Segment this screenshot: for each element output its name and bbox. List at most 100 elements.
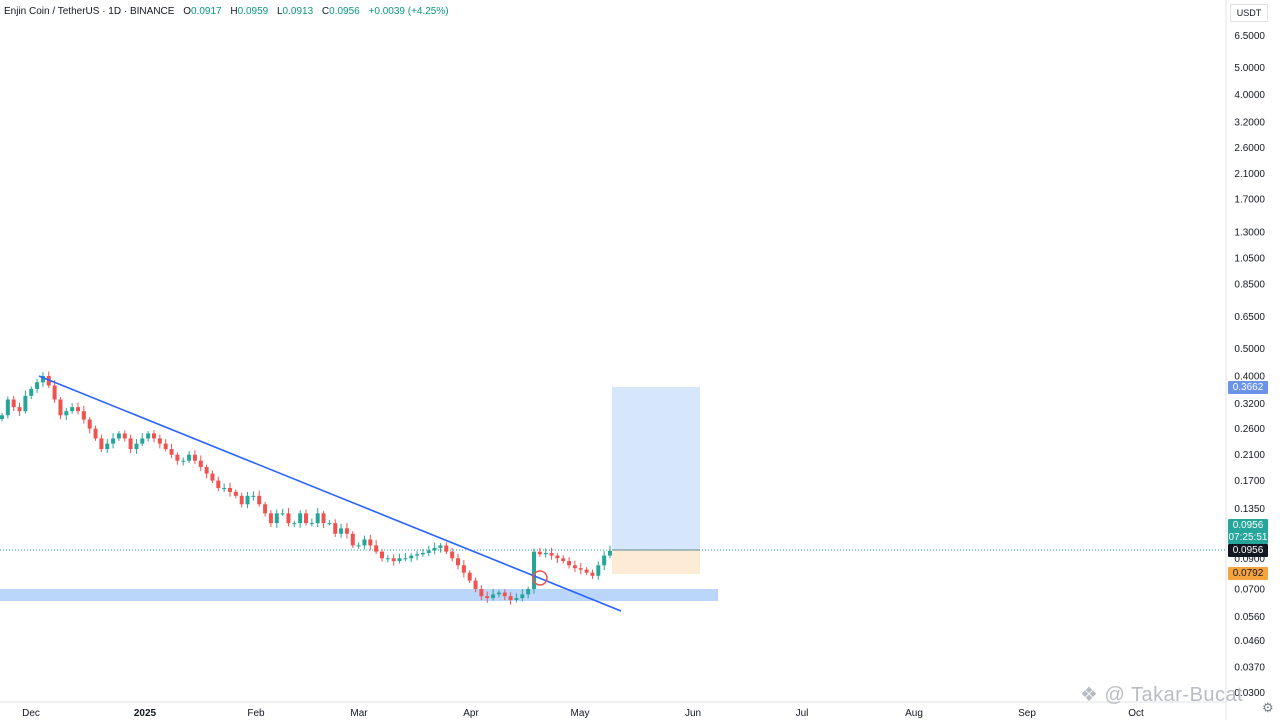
low-label: L: [276, 6, 283, 17]
candle-body: [99, 438, 104, 450]
candle-body: [385, 558, 390, 560]
candle-body: [181, 460, 186, 462]
candle-body: [87, 419, 92, 429]
time-tick-label: Aug: [905, 708, 923, 719]
time-tick-label: Dec: [22, 708, 40, 719]
time-tick-label: Jul: [796, 708, 809, 719]
candle-body: [274, 513, 279, 524]
candle-body: [473, 580, 478, 589]
price-tick-label: 0.4000: [1234, 372, 1265, 383]
candle-body: [58, 399, 63, 416]
support-zone[interactable]: [0, 589, 718, 601]
candle-body: [508, 596, 513, 600]
candle-body: [344, 528, 349, 534]
time-tick-label: Mar: [350, 708, 368, 719]
price-tick-label: 0.0700: [1234, 585, 1265, 596]
candle-body: [93, 428, 98, 439]
price-tick-label: 0.2100: [1234, 450, 1265, 461]
stop-zone[interactable]: [612, 550, 700, 574]
candle-body: [520, 594, 525, 599]
candle-body: [608, 550, 612, 556]
candle-body: [280, 513, 285, 515]
candle-body: [23, 395, 28, 412]
candle-body: [304, 513, 308, 524]
price-tick-label: 0.8500: [1234, 279, 1265, 290]
candle-body: [222, 487, 227, 489]
time-axis[interactable]: Dec 2025 Feb Mar Apr May Jun Jul Aug Sep Oct: [22, 708, 1144, 719]
price-tick-label: 2.1000: [1234, 169, 1265, 180]
candle-body: [210, 473, 215, 481]
candle-body: [397, 558, 402, 562]
candle-body: [496, 592, 501, 595]
candle-body: [415, 554, 420, 556]
candle-body: [64, 411, 69, 416]
symbol-header[interactable]: Enjin Coin / TetherUS · 1D · BINANCE O0.…: [4, 6, 449, 17]
trendline[interactable]: [38, 375, 622, 612]
target-price-tag: 0.3662: [1228, 381, 1268, 394]
candle-body: [321, 513, 326, 524]
last-price-tag: 0.0956: [1228, 519, 1268, 532]
candle-body: [81, 411, 86, 420]
candle-body: [76, 407, 80, 412]
candle-body: [233, 491, 238, 496]
breakout-marker[interactable]: [532, 570, 548, 586]
candle-body: [567, 561, 572, 566]
time-tick-label: 2025: [134, 708, 157, 719]
price-tick-label: 0.6500: [1234, 312, 1265, 323]
candle-body: [309, 523, 314, 525]
high-value: 0.0959: [237, 6, 269, 17]
candle-body: [251, 495, 256, 497]
candle-body: [356, 545, 361, 547]
open-value: 0.0917: [191, 6, 222, 17]
candle-body: [561, 558, 566, 562]
candle-body: [543, 552, 548, 555]
price-tick-label: 0.0460: [1234, 636, 1265, 647]
price-tick-label: 4.0000: [1234, 90, 1265, 101]
high-label: H: [230, 6, 238, 17]
time-tick-label: Jun: [685, 708, 701, 719]
candle-body: [52, 385, 57, 400]
time-tick-label: Oct: [1128, 708, 1144, 719]
stop-price-tag: 0.0792: [1228, 567, 1268, 580]
candle-body: [426, 550, 431, 553]
price-axis[interactable]: 6.5000 5.0000 4.0000 3.2000 2.6000 2.1000 1.70…: [1234, 31, 1265, 699]
candle-body: [461, 565, 466, 573]
candle-body: [578, 568, 583, 570]
candle-body: [327, 523, 332, 525]
time-tick-label: May: [571, 708, 590, 719]
target-zone[interactable]: [612, 387, 700, 550]
candle-body: [40, 376, 45, 383]
candle-body: [140, 438, 145, 444]
candle-body: [152, 433, 156, 439]
candle-body: [70, 407, 75, 412]
price-tick-label: 0.0560: [1234, 612, 1265, 623]
gear-icon[interactable]: ⚙: [1262, 700, 1274, 715]
candle-body: [438, 545, 443, 548]
candle-body: [432, 547, 437, 551]
price-tick-label: 2.6000: [1234, 143, 1265, 154]
price-tick-label: 0.0370: [1234, 662, 1265, 673]
candle-body: [315, 513, 320, 524]
candle-body: [537, 551, 542, 555]
candle-body: [549, 552, 554, 556]
price-tick-label: 5.0000: [1234, 63, 1265, 74]
candle-body: [502, 592, 507, 597]
symbol-title[interactable]: Enjin Coin / TetherUS · 1D · BINANCE: [4, 6, 175, 17]
candle-body: [11, 399, 16, 408]
price-tick-label: 1.3000: [1234, 227, 1265, 238]
candle-body: [555, 555, 560, 559]
currency-button[interactable]: USDT: [1230, 4, 1268, 22]
candle-body: [292, 523, 297, 525]
candle-body: [239, 495, 244, 505]
time-tick-label: Sep: [1018, 708, 1036, 719]
change-value: +0.0039 (+4.25%): [368, 6, 449, 17]
close-value: 0.0956: [329, 6, 360, 17]
price-tick-label: 0.0300: [1234, 688, 1265, 699]
candle-body: [333, 523, 338, 534]
candle-body: [187, 454, 192, 461]
candle-body: [29, 388, 34, 396]
candle-body: [339, 528, 344, 534]
candle-body: [602, 555, 607, 566]
candle-body: [245, 495, 250, 505]
